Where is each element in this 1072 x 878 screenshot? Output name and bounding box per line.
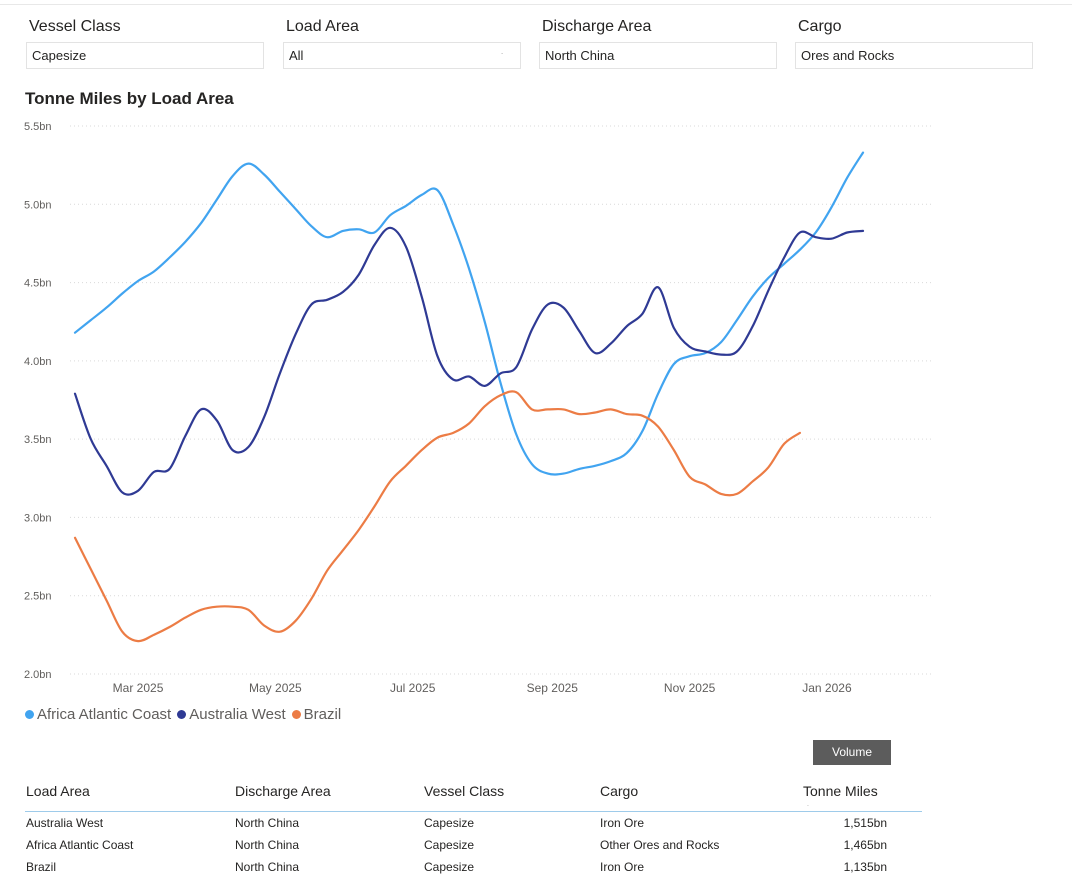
vessel-class-dropdown[interactable]: Capesize — [26, 42, 264, 69]
filter-discharge-area: Discharge Area North China — [539, 16, 777, 69]
filter-label: Load Area — [286, 18, 359, 35]
volume-button[interactable]: Volume — [813, 740, 891, 765]
y-tick-label: 2.5bn — [24, 591, 52, 603]
tonne-miles-line-chart[interactable]: 2.0bn 2.5bn 3.0bn 3.5bn 4.0bn 4.5bn 5.0bn 5.5bn… — [0, 112, 1072, 702]
y-tick-label: 5.5bn — [24, 121, 52, 133]
column-header-cargo[interactable]: Cargo — [600, 783, 639, 799]
column-header-vessel-class[interactable]: Vessel Class — [424, 783, 505, 799]
table-cell: Africa Atlantic Coast — [26, 838, 134, 852]
chevron-down-icon: ˙ — [501, 52, 504, 62]
table-row[interactable]: Brazil North China Capesize Iron Ore 1,1… — [25, 856, 922, 878]
load-area-dropdown[interactable]: All ˙ — [283, 42, 521, 69]
legend-label: Australia West — [189, 706, 286, 723]
top-divider — [0, 4, 1072, 5]
column-header-tonne-miles[interactable]: Tonne Miles — [803, 783, 878, 799]
table-cell: Capesize — [424, 860, 475, 874]
table-cell: Capesize — [424, 838, 475, 852]
table-cell: 1,515bn — [843, 816, 887, 830]
column-header-load-area[interactable]: Load Area — [26, 783, 90, 799]
table-cell: Iron Ore — [600, 816, 645, 830]
dropdown-value: All — [289, 48, 304, 63]
filter-vessel-class: Vessel Class Capesize — [26, 16, 264, 69]
table-cell: North China — [235, 838, 300, 852]
x-tick-label: Nov 2025 — [664, 681, 716, 695]
legend-dot — [25, 710, 34, 719]
table-cell: Capesize — [424, 816, 475, 830]
filter-label: Discharge Area — [542, 18, 652, 35]
y-tick-label: 2.0bn — [24, 669, 52, 681]
x-tick-label: Jul 2025 — [390, 681, 436, 695]
legend-dot — [177, 710, 187, 719]
filter-label: Vessel Class — [29, 18, 121, 35]
y-tick-label: 4.5bn — [24, 278, 52, 290]
table-cell: North China — [235, 860, 300, 874]
y-tick-label: 4.0bn — [24, 356, 52, 368]
y-tick-label: 5.0bn — [24, 199, 52, 211]
x-tick-label: May 2025 — [249, 681, 302, 695]
tonne-miles-table: Load Area Discharge Area Vessel Class Ca… — [25, 778, 922, 878]
legend-label: Brazil — [303, 706, 342, 723]
x-tick-label: Mar 2025 — [113, 681, 164, 695]
table-row[interactable]: Australia West North China Capesize Iron… — [25, 812, 922, 834]
filter-load-area: Load Area All ˙ — [283, 16, 521, 69]
legend-item-africa-atlantic-coast[interactable]: Africa Atlantic Coast — [25, 706, 171, 723]
table-cell: Iron Ore — [600, 860, 645, 874]
x-tick-label: Sep 2025 — [527, 681, 579, 695]
legend-item-australia-west[interactable]: Australia West — [177, 706, 286, 723]
chart-title: Tonne Miles by Load Area — [25, 89, 234, 108]
table-cell: Australia West — [26, 816, 104, 830]
table-cell: Brazil — [26, 860, 57, 874]
table-header: Load Area Discharge Area Vessel Class Ca… — [25, 778, 922, 813]
table-cell: 1,465bn — [843, 838, 887, 852]
chart-legend: Africa Atlantic Coast Australia West Bra… — [25, 706, 341, 723]
table-cell: Other Ores and Rocks — [600, 838, 720, 852]
y-tick-label: 3.0bn — [24, 512, 52, 524]
legend-dot — [291, 710, 301, 719]
series-line-australia-west — [73, 226, 865, 496]
column-header-discharge-area[interactable]: Discharge Area — [235, 783, 331, 799]
cargo-dropdown[interactable]: Ores and Rocks — [795, 42, 1033, 69]
table-row[interactable]: Africa Atlantic Coast North China Capesi… — [25, 834, 922, 856]
table-cell: North China — [235, 816, 300, 830]
table-cell: 1,135bn — [843, 860, 887, 874]
filter-cargo: Cargo Ores and Rocks — [795, 16, 1033, 69]
discharge-area-dropdown[interactable]: North China — [539, 42, 777, 69]
series-line-brazil — [73, 390, 801, 643]
filter-label: Cargo — [798, 18, 842, 35]
legend-item-brazil[interactable]: Brazil — [291, 706, 342, 723]
y-tick-label: 3.5bn — [24, 434, 52, 446]
series-line-africa-atlantic-coast — [73, 151, 865, 476]
legend-label: Africa Atlantic Coast — [37, 706, 172, 723]
sort-icon: ˙ — [807, 804, 810, 813]
x-tick-label: Jan 2026 — [802, 681, 852, 695]
